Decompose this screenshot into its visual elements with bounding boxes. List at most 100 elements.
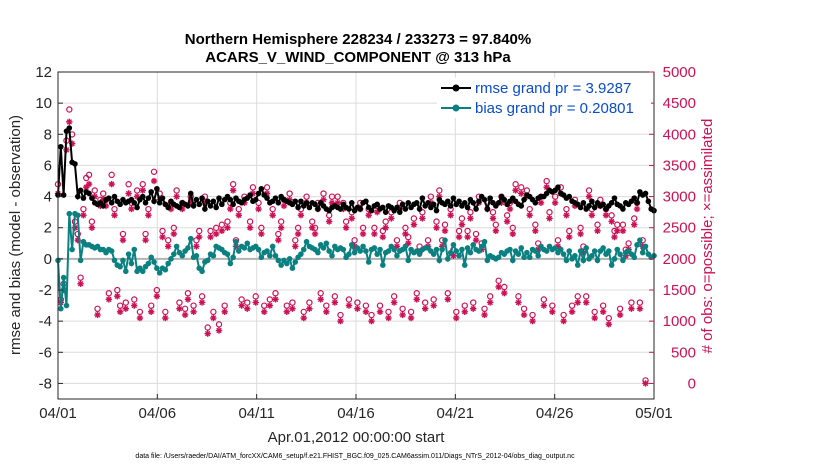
bias-point bbox=[74, 212, 81, 219]
obs-assimilated-point bbox=[560, 317, 567, 325]
obs-star-stroke bbox=[504, 218, 510, 225]
rmse-point bbox=[187, 190, 194, 197]
obs-possible-point bbox=[224, 218, 231, 225]
bias-point bbox=[264, 248, 270, 254]
rmse-point bbox=[566, 193, 573, 200]
obs-star-stroke bbox=[120, 237, 126, 243]
rmse-point bbox=[230, 201, 236, 208]
y-right-tick-label: 5000 bbox=[663, 64, 696, 81]
bias-point bbox=[66, 210, 73, 217]
obs-assimilated-point bbox=[481, 311, 488, 319]
bias-point bbox=[120, 257, 126, 264]
bias-point bbox=[478, 243, 485, 250]
obs-assimilated-point bbox=[419, 215, 426, 222]
rmse-point bbox=[58, 143, 64, 150]
obs-possible-point bbox=[292, 237, 299, 244]
obs-assimilated-point bbox=[362, 308, 370, 315]
bias-point bbox=[580, 257, 587, 264]
bias-point bbox=[461, 262, 468, 268]
obs-possible-point bbox=[554, 237, 562, 244]
obs-star-stroke bbox=[529, 318, 536, 324]
rmse-point bbox=[252, 196, 259, 203]
obs-assimilated-point bbox=[636, 305, 644, 312]
obs-star-stroke bbox=[408, 315, 414, 321]
obs-possible-point bbox=[255, 199, 262, 207]
bias-point bbox=[60, 274, 67, 281]
rmse-point bbox=[77, 187, 84, 194]
obs-possible-point bbox=[492, 221, 500, 228]
y-left-tick-label: 4 bbox=[44, 189, 52, 206]
chart-title-line1: Northern Hemisphere 228234 / 233273 = 97… bbox=[185, 31, 531, 48]
obs-possible-point bbox=[131, 296, 138, 303]
obs-possible-point bbox=[563, 205, 570, 213]
obs-star-stroke bbox=[255, 206, 262, 212]
obs-star-stroke bbox=[111, 212, 118, 218]
obs-assimilated-point bbox=[88, 224, 96, 231]
y-right-tick-label: 4500 bbox=[663, 95, 696, 112]
obs-possible-point bbox=[362, 302, 370, 309]
bias-point bbox=[145, 260, 152, 267]
y-left-tick-label: -4 bbox=[39, 313, 52, 330]
obs-assimilated-point bbox=[244, 305, 251, 312]
obs-possible-point bbox=[125, 181, 132, 188]
rmse-point bbox=[185, 203, 191, 209]
rmse-point bbox=[207, 203, 214, 209]
obs-assimilated-point bbox=[280, 202, 288, 210]
obs-assimilated-point bbox=[588, 212, 596, 219]
bias-point bbox=[267, 252, 273, 259]
obs-assimilated-point bbox=[190, 308, 197, 315]
obs-assimilated-point bbox=[399, 311, 406, 319]
rmse-point bbox=[227, 196, 234, 203]
obs-possible-point bbox=[444, 290, 452, 297]
obs-star-stroke bbox=[252, 299, 259, 306]
obs-star-stroke bbox=[453, 315, 460, 321]
bias-point bbox=[165, 260, 171, 267]
obs-assimilated-point bbox=[486, 299, 494, 306]
rmse-point bbox=[210, 198, 217, 205]
obs-possible-point bbox=[546, 209, 553, 216]
rmse-point bbox=[295, 204, 301, 211]
rmse-point bbox=[72, 161, 78, 167]
obs-star-stroke bbox=[566, 234, 572, 240]
obs-assimilated-point bbox=[413, 296, 420, 303]
obs-possible-point bbox=[354, 299, 361, 306]
obs-possible-point bbox=[153, 286, 161, 294]
obs-star-stroke bbox=[459, 221, 465, 228]
obs-star-stroke bbox=[301, 315, 307, 321]
obs-star-stroke bbox=[137, 315, 143, 321]
rmse-point bbox=[315, 206, 321, 212]
obs-star-stroke bbox=[462, 309, 468, 315]
obs-assimilated-point bbox=[461, 308, 468, 315]
rmse-point bbox=[405, 200, 412, 206]
bias-point bbox=[300, 246, 307, 253]
obs-possible-point bbox=[218, 221, 226, 228]
obs-assimilated-point bbox=[602, 212, 610, 219]
y-right-tick-label: 4000 bbox=[663, 126, 696, 143]
bias-point bbox=[357, 248, 364, 254]
bias-point bbox=[552, 245, 558, 251]
obs-assimilated-point bbox=[577, 230, 584, 238]
obs-assimilated-point bbox=[292, 243, 299, 250]
bias-point bbox=[235, 248, 242, 254]
obs-star-stroke bbox=[365, 212, 372, 218]
obs-possible-point bbox=[88, 218, 96, 225]
obs-assimilated-point bbox=[300, 314, 307, 322]
rmse-point bbox=[600, 201, 606, 208]
obs-assimilated-point bbox=[246, 224, 254, 231]
obs-star-stroke bbox=[207, 234, 214, 240]
obs-star-stroke bbox=[560, 318, 567, 324]
obs-star-stroke bbox=[552, 200, 558, 206]
obs-possible-point bbox=[320, 190, 327, 197]
obs-possible-point bbox=[419, 209, 426, 216]
obs-assimilated-point bbox=[142, 236, 149, 244]
obs-star-stroke bbox=[247, 224, 253, 231]
obs-possible-point bbox=[148, 302, 155, 309]
rmse-point bbox=[66, 125, 73, 131]
obs-assimilated-point bbox=[176, 305, 183, 312]
obs-assimilated-point bbox=[331, 299, 339, 306]
rmse-point bbox=[518, 203, 525, 209]
obs-star-stroke bbox=[317, 296, 324, 303]
obs-assimilated-point bbox=[105, 296, 113, 303]
obs-possible-point bbox=[540, 296, 548, 303]
bias-point bbox=[535, 252, 541, 259]
